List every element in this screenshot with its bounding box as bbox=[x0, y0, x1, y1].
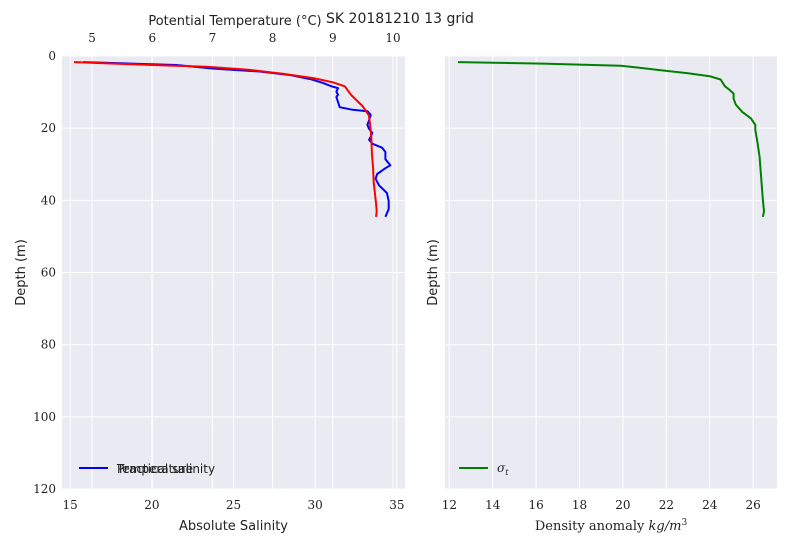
x-top-tick-label: 8 bbox=[269, 31, 277, 45]
y-ticks-left: 0 20 40 60 80 100 120 bbox=[33, 49, 56, 496]
legend-label-temperature: Temperature bbox=[116, 462, 193, 476]
x-tick-label: 15 bbox=[63, 498, 78, 512]
x-top-tick-label: 6 bbox=[148, 31, 156, 45]
y-tick-label: 120 bbox=[33, 482, 56, 496]
grid-left bbox=[62, 55, 405, 490]
x-tick-label: 12 bbox=[442, 498, 457, 512]
x-tick-label: 16 bbox=[528, 498, 543, 512]
x-tick-label: 20 bbox=[615, 498, 630, 512]
x-tick-label: 25 bbox=[226, 498, 241, 512]
x-tick-label: 18 bbox=[572, 498, 587, 512]
x-tick-label: 26 bbox=[745, 498, 760, 512]
y-tick-label: 20 bbox=[41, 121, 56, 135]
y-axis-label-right: Depth (m) bbox=[426, 239, 441, 306]
grid-right bbox=[445, 55, 777, 490]
legend-label-sigma-subscript: t bbox=[505, 468, 509, 477]
legend-label-salinity: Practical salinity bbox=[117, 462, 215, 476]
chart-title: SK 20181210 13 grid bbox=[326, 11, 474, 27]
x-top-tick-label: 10 bbox=[385, 31, 400, 45]
y-tick-label: 40 bbox=[41, 193, 56, 207]
x-top-tick-label: 7 bbox=[209, 31, 217, 45]
x-tick-label: 30 bbox=[308, 498, 323, 512]
legend-label-sigma: σt bbox=[497, 461, 509, 477]
x-axis-label-right: Density anomaly kg/m3 bbox=[535, 518, 688, 534]
legend-right: σt bbox=[459, 461, 509, 477]
legend-label-sigma-symbol: σ bbox=[497, 461, 506, 475]
density-panel: 12 14 16 18 20 22 24 26 Density anomaly kg/m3 D… bbox=[426, 55, 777, 534]
x-tick-label: 35 bbox=[389, 498, 404, 512]
x-top-tick-label: 9 bbox=[329, 31, 337, 45]
x-top-tick-label: 5 bbox=[88, 31, 96, 45]
x-axis-label-right-text: Density anomaly bbox=[535, 519, 649, 534]
x-axis-label-right-unit: kg bbox=[649, 519, 665, 534]
x-ticks-bottom-right: 12 14 16 18 20 22 24 26 bbox=[442, 498, 761, 512]
x-tick-label: 20 bbox=[144, 498, 159, 512]
x-axis-label-right-slash: /m bbox=[663, 519, 682, 534]
series-line-salinity bbox=[83, 61, 392, 218]
y-tick-label: 100 bbox=[33, 410, 56, 424]
x-axis-label-left: Absolute Salinity bbox=[179, 519, 288, 534]
x-ticks-bottom-left: 15 20 25 30 35 bbox=[63, 498, 405, 512]
top-axis-label-left: Potential Temperature (°C) bbox=[148, 14, 321, 29]
y-tick-label: 80 bbox=[41, 338, 56, 352]
series-line-temperature bbox=[73, 61, 378, 218]
x-ticks-top-left: 5 6 7 8 9 10 bbox=[88, 31, 400, 45]
y-axis-label-left: Depth (m) bbox=[14, 239, 29, 306]
x-axis-label-right-exponent: 3 bbox=[681, 518, 687, 528]
y-tick-label: 60 bbox=[41, 266, 56, 280]
y-tick-label: 0 bbox=[48, 49, 56, 63]
legend-left: Practical salinity Temperature bbox=[79, 462, 215, 476]
x-tick-label: 24 bbox=[702, 498, 718, 512]
series-right bbox=[457, 61, 765, 218]
x-tick-label: 22 bbox=[659, 498, 674, 512]
salinity-temperature-panel: 15 20 25 30 35 5 6 7 8 9 10 0 20 40 60 80 100 120 Absol… bbox=[14, 14, 405, 534]
x-tick-label: 14 bbox=[485, 498, 501, 512]
series-line-sigma bbox=[457, 61, 765, 218]
series-left bbox=[73, 61, 392, 218]
